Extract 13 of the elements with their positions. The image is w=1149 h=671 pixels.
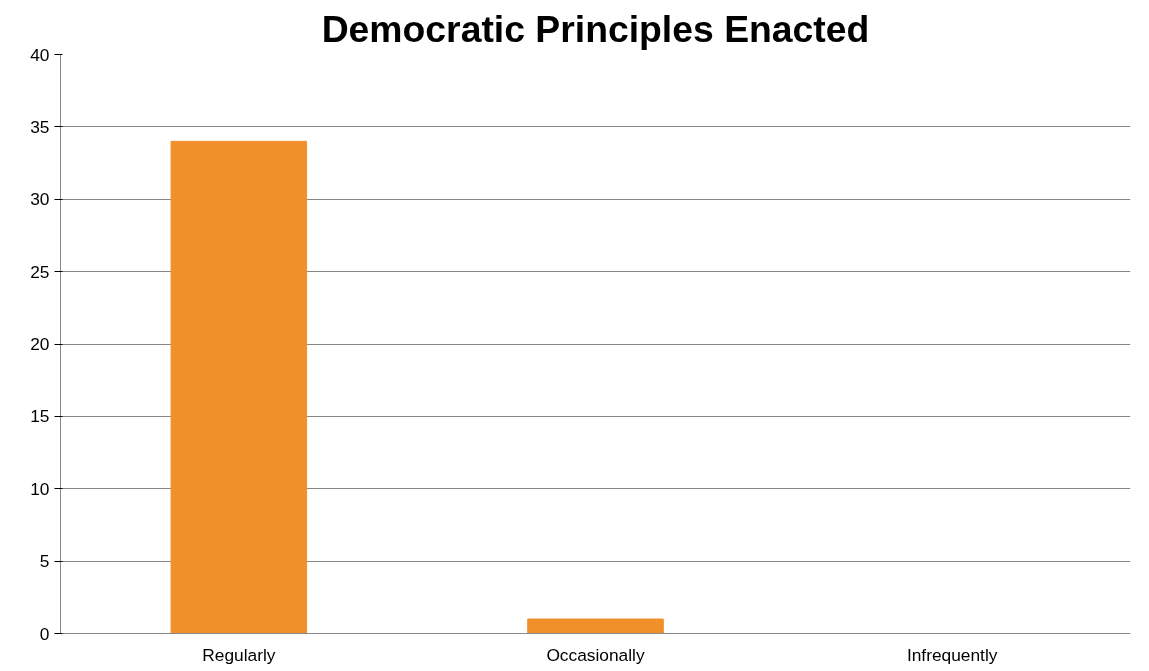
y-tick-label: 5 xyxy=(39,551,50,572)
y-tick-label: 15 xyxy=(30,406,50,427)
y-tick-label: 25 xyxy=(30,261,50,282)
y-tick-label: 30 xyxy=(30,189,50,210)
x-tick-label: Occasionally xyxy=(546,644,645,665)
y-tick-label: 0 xyxy=(39,623,50,644)
y-tick-label: 20 xyxy=(30,334,50,354)
y-tick-label: 35 xyxy=(30,116,50,137)
y-tick-label: 10 xyxy=(30,478,50,499)
x-tick-label: Infrequently xyxy=(906,644,998,665)
y-tick-label: 40 xyxy=(30,44,50,65)
x-tick-label: Regularly xyxy=(202,644,276,665)
chart-title: Democratic Principles Enacted xyxy=(321,7,870,50)
